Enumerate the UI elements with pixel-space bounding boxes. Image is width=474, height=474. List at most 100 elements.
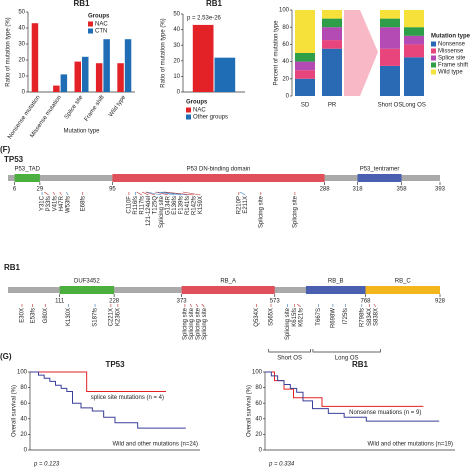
legend-label: Missense bbox=[438, 49, 464, 55]
group-bracket bbox=[268, 349, 311, 353]
bar bbox=[82, 56, 89, 92]
mutation-stem bbox=[44, 191, 49, 196]
bar-segment bbox=[404, 44, 424, 58]
mutation-label: K159X bbox=[198, 196, 204, 214]
y-tick-label: 20 bbox=[173, 58, 180, 64]
x-tick-label: 29 bbox=[37, 187, 44, 193]
chart-title: RB1 bbox=[73, 0, 90, 8]
mutation-label: K130X bbox=[66, 308, 72, 326]
mutation-label: E68fs bbox=[80, 196, 86, 211]
panel-label: (F) bbox=[0, 145, 11, 154]
y-axis-label: Percent of mutation type bbox=[274, 20, 280, 86]
panel-label: (G) bbox=[0, 352, 12, 361]
mutation-stem bbox=[190, 303, 192, 308]
curve-label: Wild and other mutations (n=24) bbox=[112, 442, 198, 448]
bar bbox=[53, 85, 60, 92]
bar-segment bbox=[380, 27, 400, 49]
x-tick-label: 928 bbox=[435, 299, 446, 305]
x-tick-label: SD bbox=[301, 103, 310, 109]
x-tick-label: Frame shift bbox=[84, 94, 106, 122]
curve-label: splice site mutations (n = 4) bbox=[91, 395, 164, 401]
y-tick-label: 30 bbox=[173, 43, 180, 49]
curve-label: Nonsense muations (n = 9) bbox=[349, 410, 421, 416]
y-tick-label: 0 bbox=[286, 94, 290, 100]
mutation-stem bbox=[59, 191, 62, 196]
mutation-label: E53fs bbox=[30, 308, 36, 323]
chart-title: RB1 bbox=[352, 360, 369, 369]
bar-segment bbox=[295, 10, 315, 53]
chart-title: TP53 bbox=[4, 155, 24, 164]
x-axis-label: Mutation type bbox=[63, 129, 100, 135]
mutation-stem bbox=[201, 303, 205, 308]
domain bbox=[305, 286, 366, 294]
mutation-label: K621fs bbox=[298, 308, 304, 327]
legend-label: Nonsense bbox=[438, 42, 466, 48]
mutation-label: R142fs bbox=[192, 196, 198, 215]
mutation-label: E30X bbox=[20, 308, 26, 323]
mutation-label: R210P bbox=[236, 196, 242, 214]
mutation-label: W53fs bbox=[66, 196, 72, 213]
mutation-label: T125Q bbox=[153, 196, 159, 215]
x-tick-label: 768 bbox=[361, 299, 372, 305]
y-tick-label: 10 bbox=[173, 74, 180, 80]
y-tick-label: 60 bbox=[255, 401, 262, 407]
legend-label: Splice site bbox=[438, 56, 466, 62]
y-tick-label: 100 bbox=[279, 8, 290, 14]
mutation-label: S565X bbox=[269, 308, 275, 326]
domain-label: P53_TAD bbox=[14, 167, 40, 173]
mutation-stem bbox=[373, 303, 376, 308]
group-label: Short OS bbox=[277, 356, 302, 362]
legend-swatch bbox=[88, 21, 93, 27]
bar-segment bbox=[322, 27, 342, 41]
domain-label: P53 DN-binding domain bbox=[187, 167, 251, 173]
y-tick-label: 0 bbox=[177, 90, 181, 96]
legend-label: Other groups bbox=[193, 115, 228, 121]
annotation: p = 0.334 bbox=[268, 462, 295, 468]
legend-swatch bbox=[186, 107, 191, 113]
domain-label: DUF3452 bbox=[74, 279, 100, 285]
mutation-label: C110F bbox=[126, 196, 132, 214]
mutation-stem bbox=[146, 191, 162, 196]
mutation-label: E136fs bbox=[172, 196, 178, 215]
annotation: p = 0.123 bbox=[33, 462, 60, 468]
survival-curve bbox=[265, 371, 440, 422]
y-tick-label: 40 bbox=[255, 416, 262, 422]
mutation-label: Splicing site bbox=[292, 195, 298, 228]
y-axis-label: Ratio of mutation type (%) bbox=[161, 18, 167, 87]
y-tick-label: 20 bbox=[282, 76, 289, 82]
bar-segment bbox=[380, 48, 400, 66]
mutation-label: R117fs bbox=[140, 196, 146, 215]
chart-title: RB1 bbox=[4, 263, 21, 272]
bar-segment bbox=[322, 18, 342, 28]
domain-label: P53_tentramer bbox=[360, 167, 400, 173]
y-axis-label: Overall survival (%) bbox=[247, 385, 253, 437]
mutation-label: I725fs bbox=[343, 308, 349, 324]
bar-segment bbox=[380, 10, 400, 19]
mutation-stem bbox=[239, 191, 246, 196]
mutation-label: Splicing site bbox=[202, 307, 208, 340]
group-bracket bbox=[312, 349, 381, 353]
bar bbox=[31, 23, 39, 93]
legend-swatch bbox=[431, 69, 436, 75]
y-tick-label: 0 bbox=[22, 90, 26, 96]
x-tick-label: Wild type bbox=[108, 94, 127, 118]
bar-segment bbox=[295, 61, 315, 71]
bar bbox=[95, 63, 103, 92]
legend-label: Frame shift bbox=[438, 63, 468, 69]
legend-swatch bbox=[431, 48, 436, 54]
y-tick-label: 80 bbox=[20, 385, 27, 391]
mutation-label: C221X bbox=[108, 308, 114, 326]
x-tick-label: Splice site bbox=[64, 94, 85, 120]
y-tick-label: 20 bbox=[18, 58, 25, 64]
survival-curve bbox=[30, 371, 186, 429]
legend-swatch bbox=[431, 62, 436, 68]
domain bbox=[357, 174, 402, 182]
mutation-label: S187fs bbox=[93, 308, 99, 327]
mutation-label: Splicing site bbox=[159, 195, 165, 228]
domain-label: RB_B bbox=[328, 279, 344, 285]
mutation-stem bbox=[157, 191, 175, 196]
mutation-label: Q534X bbox=[254, 308, 260, 327]
domain bbox=[59, 286, 115, 294]
mutation-label: R141fs bbox=[185, 196, 191, 215]
x-tick-label: 318 bbox=[353, 187, 364, 193]
